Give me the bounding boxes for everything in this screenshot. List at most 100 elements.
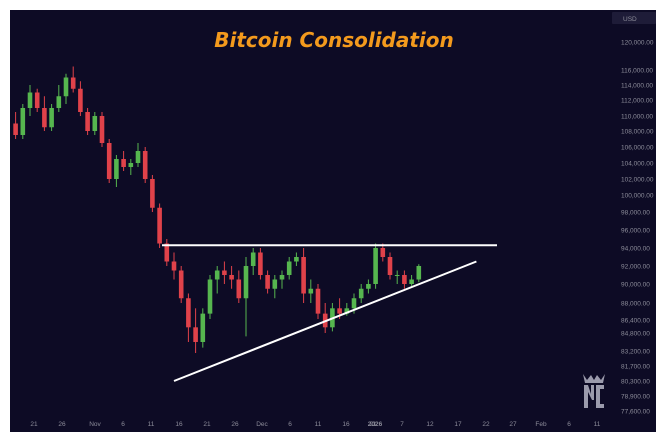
y-tick-label: 106,000.00 xyxy=(621,145,654,152)
candle-body xyxy=(13,123,18,135)
candle-body xyxy=(344,308,350,314)
candle-body xyxy=(402,275,407,284)
x-tick-label: Dec xyxy=(256,421,268,428)
y-tick-label: 110,000.00 xyxy=(621,114,653,121)
x-tick-label: 22 xyxy=(482,421,490,428)
brand-logo xyxy=(583,374,605,408)
candle-body xyxy=(85,112,90,131)
candle-body xyxy=(135,151,141,163)
x-tick-label: Feb xyxy=(535,421,547,428)
y-tick-label: 112,000.00 xyxy=(621,98,653,105)
candle-body xyxy=(106,143,112,179)
candle-body xyxy=(351,298,357,309)
x-tick-label: 21 xyxy=(369,421,377,428)
candle-body xyxy=(272,279,278,289)
chart-title: Bitcoin Consolidation xyxy=(214,28,454,52)
x-tick-label: 12 xyxy=(426,421,434,428)
x-tick-label: 16 xyxy=(342,421,350,428)
candle-body xyxy=(70,77,76,89)
candle-body xyxy=(229,275,234,280)
x-tick-label: 16 xyxy=(175,421,183,428)
y-tick-label: 100,000.00 xyxy=(621,193,654,200)
candle-body xyxy=(366,284,371,289)
candle-body xyxy=(409,279,414,284)
x-tick-label: 11 xyxy=(315,421,322,428)
currency-badge xyxy=(612,12,656,24)
candle-body xyxy=(279,275,285,280)
candle-body xyxy=(243,266,249,299)
x-tick-label: 7 xyxy=(400,421,404,428)
candle-body xyxy=(200,313,206,342)
candle-body xyxy=(358,288,364,299)
candle-body xyxy=(294,257,299,262)
candle-body xyxy=(78,88,83,112)
candle-body xyxy=(250,252,256,266)
logo-monogram-icon xyxy=(584,385,604,408)
y-tick-label: 80,300.00 xyxy=(621,379,650,386)
y-tick-label: 116,000.00 xyxy=(621,68,653,75)
x-tick-label: 26 xyxy=(58,421,66,428)
y-tick-label: 90,000.00 xyxy=(621,282,650,289)
candle-body xyxy=(157,207,162,244)
candle-body xyxy=(394,275,400,276)
candle-body xyxy=(164,243,170,262)
crown-icon xyxy=(583,374,605,383)
y-tick-label: 88,000.00 xyxy=(621,301,650,308)
candle-body xyxy=(178,270,184,299)
y-tick-label: 96,000.00 xyxy=(621,228,650,235)
x-tick-label: 21 xyxy=(203,421,211,428)
support-trendline xyxy=(173,260,477,382)
candle-body xyxy=(27,92,33,108)
candle-body xyxy=(308,288,314,294)
candle-body xyxy=(121,159,126,167)
candle-body xyxy=(222,270,227,275)
candle-body xyxy=(387,257,393,275)
candle-body xyxy=(128,163,134,167)
y-tick-label: 81,700.00 xyxy=(621,364,650,371)
candle-body xyxy=(265,275,270,289)
y-axis: 120,000.00 116,000.00 114,000.00 112,000.00… xyxy=(621,40,654,416)
y-tick-label: 92,000.00 xyxy=(621,264,650,271)
candle-body xyxy=(236,279,242,299)
candle-body xyxy=(171,261,177,271)
candle-body xyxy=(258,252,263,275)
plot-background xyxy=(10,10,610,432)
x-tick-label: 6 xyxy=(121,421,125,428)
y-tick-label: 120,000.00 xyxy=(621,40,654,47)
candle-body xyxy=(49,108,54,128)
x-tick-label: 11 xyxy=(594,421,601,428)
x-tick-label: 26 xyxy=(231,421,239,428)
candles-group xyxy=(13,66,422,353)
candle-body xyxy=(416,266,422,280)
y-tick-label: 94,000.00 xyxy=(621,246,650,253)
candle-body xyxy=(63,77,69,97)
x-tick-label: 6 xyxy=(567,421,571,428)
x-tick-label: 21 xyxy=(30,421,38,428)
candle-body xyxy=(214,270,220,280)
price-axis-background xyxy=(610,10,656,432)
candle-body xyxy=(380,248,386,257)
x-tick-label: 2026 xyxy=(368,421,383,428)
y-tick-label: 102,000.00 xyxy=(621,177,654,184)
candle-body xyxy=(42,108,47,128)
currency-label: USD xyxy=(623,16,637,23)
x-tick-label: Nov xyxy=(89,421,101,428)
y-tick-label: 108,000.00 xyxy=(621,129,654,136)
candle-body xyxy=(373,248,378,284)
x-tick-label: 27 xyxy=(509,421,517,428)
y-tick-label: 77,600.00 xyxy=(621,409,650,416)
candle-body xyxy=(114,159,119,179)
candle-body xyxy=(337,308,342,314)
candle-body xyxy=(193,327,198,342)
candle-body xyxy=(186,298,191,328)
candle-body xyxy=(92,116,98,131)
y-tick-label: 84,800.00 xyxy=(621,331,650,338)
candle-body xyxy=(142,151,148,179)
candle-body xyxy=(207,279,213,314)
candle-body xyxy=(56,96,62,108)
x-tick-label: 11 xyxy=(148,421,155,428)
y-tick-label: 98,000.00 xyxy=(621,210,650,217)
